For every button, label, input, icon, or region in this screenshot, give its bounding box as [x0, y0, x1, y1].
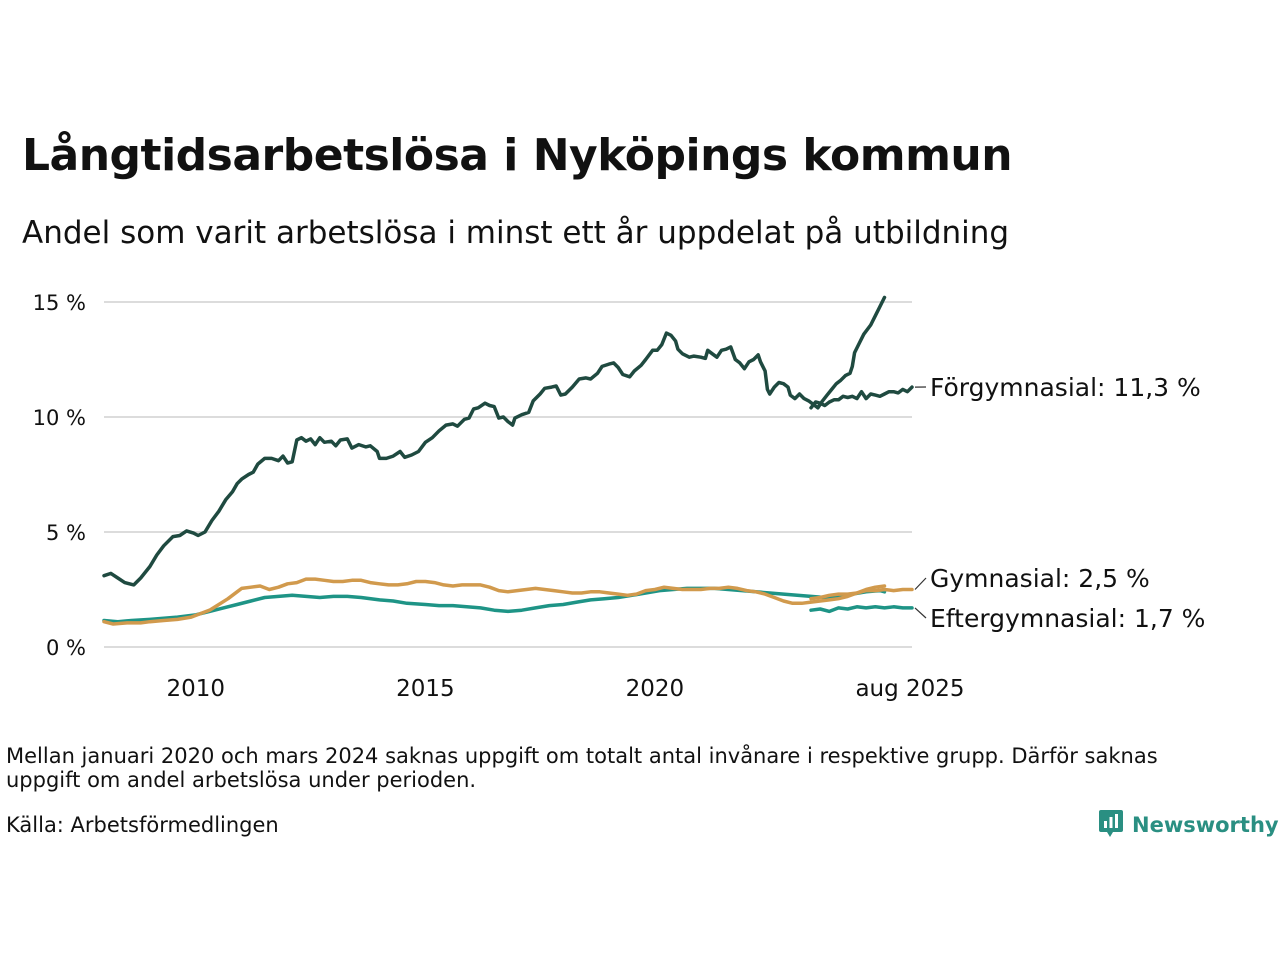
leader-line	[914, 577, 927, 590]
series-line-förgymnasial-segment-2	[809, 385, 914, 410]
line-chart: 0 % 5 % 10 % 15 % 2010 2015 2020 aug 2025 Förg…	[33, 291, 1206, 702]
series-lines	[102, 295, 914, 626]
brand-name: Newsworthy	[1132, 813, 1279, 837]
series-end-label: Förgymnasial: 11,3 %	[930, 373, 1201, 402]
series-end-label: Eftergymnasial: 1,7 %	[930, 604, 1205, 633]
y-tick-label: 5 %	[46, 521, 86, 545]
series-line-gymnasial-segment-2	[809, 587, 914, 601]
series-end-label: Gymnasial: 2,5 %	[930, 564, 1150, 593]
leader-line	[914, 607, 927, 619]
chart-subtitle: Andel som varit arbetslösa i minst ett å…	[22, 215, 1010, 251]
x-tick-label: 2010	[167, 676, 226, 702]
y-axis-tick-labels: 0 % 5 % 10 % 15 %	[33, 291, 86, 660]
footnote: Mellan januari 2020 och mars 2024 saknas…	[6, 744, 1158, 792]
x-tick-label: aug 2025	[855, 676, 964, 702]
series-end-labels: Förgymnasial: 11,3 % Gymnasial: 2,5 % Efte…	[914, 373, 1205, 633]
series-line-gymnasial-segment-1	[102, 577, 887, 626]
newsworthy-brand-link[interactable]: Newsworthy	[1098, 808, 1279, 842]
y-tick-label: 15 %	[33, 291, 86, 315]
series-line-eftergymnasial-segment-2	[809, 605, 914, 614]
source-text: Källa: Arbetsförmedlingen	[6, 813, 279, 837]
y-tick-label: 0 %	[46, 636, 86, 660]
gridlines	[104, 301, 912, 648]
x-tick-label: 2020	[626, 676, 685, 702]
bar-chart-logo-icon	[1098, 808, 1124, 842]
chart-title: Långtidsarbetslösa i Nyköpings kommun	[22, 130, 1013, 181]
y-tick-label: 10 %	[33, 406, 86, 430]
series-line-förgymnasial-segment-1	[102, 295, 887, 587]
x-tick-label: 2015	[396, 676, 455, 702]
x-axis-tick-labels: 2010 2015 2020 aug 2025	[167, 676, 965, 702]
